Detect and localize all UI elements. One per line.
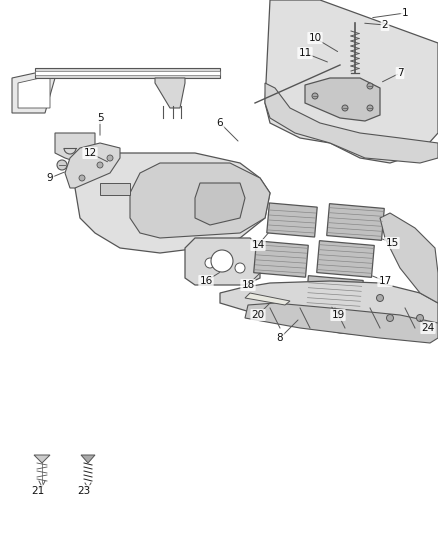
Polygon shape bbox=[245, 293, 290, 305]
Text: 2: 2 bbox=[381, 20, 389, 30]
Text: 20: 20 bbox=[251, 310, 265, 320]
Text: 24: 24 bbox=[421, 323, 434, 333]
Polygon shape bbox=[35, 68, 220, 78]
Text: 5: 5 bbox=[97, 113, 103, 123]
Text: 11: 11 bbox=[298, 48, 311, 58]
Polygon shape bbox=[220, 281, 438, 338]
Polygon shape bbox=[55, 133, 95, 163]
Circle shape bbox=[377, 295, 384, 302]
Text: 14: 14 bbox=[251, 240, 265, 250]
Circle shape bbox=[342, 105, 348, 111]
Text: 6: 6 bbox=[217, 118, 223, 128]
Polygon shape bbox=[34, 455, 50, 463]
FancyBboxPatch shape bbox=[254, 241, 308, 277]
Circle shape bbox=[107, 155, 113, 161]
Text: 16: 16 bbox=[199, 276, 212, 286]
Text: 18: 18 bbox=[241, 280, 254, 290]
Circle shape bbox=[235, 263, 245, 273]
Text: 12: 12 bbox=[83, 148, 97, 158]
Polygon shape bbox=[155, 78, 185, 108]
Circle shape bbox=[417, 314, 424, 321]
Text: 7: 7 bbox=[397, 68, 403, 78]
Text: 9: 9 bbox=[47, 173, 53, 183]
Circle shape bbox=[211, 250, 233, 272]
Circle shape bbox=[367, 105, 373, 111]
Text: 10: 10 bbox=[308, 33, 321, 43]
Circle shape bbox=[79, 175, 85, 181]
Circle shape bbox=[205, 258, 215, 268]
Text: 17: 17 bbox=[378, 276, 392, 286]
FancyBboxPatch shape bbox=[267, 203, 317, 237]
Polygon shape bbox=[100, 183, 130, 195]
Polygon shape bbox=[81, 455, 95, 463]
Polygon shape bbox=[305, 78, 380, 121]
Text: 1: 1 bbox=[402, 8, 408, 18]
Polygon shape bbox=[195, 183, 245, 225]
Polygon shape bbox=[265, 0, 438, 163]
Polygon shape bbox=[265, 83, 438, 163]
Circle shape bbox=[57, 160, 67, 170]
Text: 8: 8 bbox=[277, 333, 283, 343]
Text: 15: 15 bbox=[385, 238, 399, 248]
Polygon shape bbox=[185, 238, 260, 285]
Circle shape bbox=[312, 93, 318, 99]
Polygon shape bbox=[12, 73, 55, 113]
Polygon shape bbox=[245, 303, 438, 343]
Circle shape bbox=[97, 162, 103, 168]
Text: 21: 21 bbox=[32, 486, 45, 496]
Polygon shape bbox=[75, 153, 270, 253]
FancyBboxPatch shape bbox=[317, 241, 374, 277]
Polygon shape bbox=[65, 143, 120, 188]
Polygon shape bbox=[35, 71, 220, 75]
Polygon shape bbox=[380, 213, 438, 303]
FancyBboxPatch shape bbox=[306, 276, 363, 310]
Circle shape bbox=[386, 314, 393, 321]
Text: 23: 23 bbox=[78, 486, 91, 496]
Text: 19: 19 bbox=[332, 310, 345, 320]
Polygon shape bbox=[130, 163, 270, 238]
Circle shape bbox=[367, 83, 373, 89]
FancyBboxPatch shape bbox=[327, 204, 384, 240]
Polygon shape bbox=[18, 78, 50, 108]
